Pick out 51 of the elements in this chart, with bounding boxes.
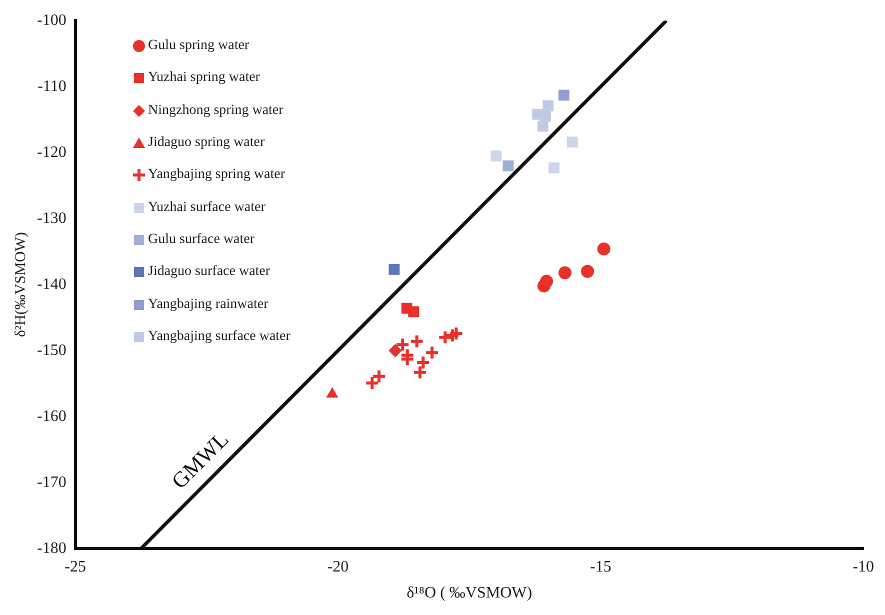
point <box>537 120 548 132</box>
point <box>448 326 464 341</box>
point <box>558 90 570 101</box>
point <box>416 354 431 370</box>
point <box>438 330 453 345</box>
point <box>540 274 554 288</box>
point <box>566 136 578 148</box>
y-tick-label: -130 <box>37 210 66 227</box>
x-axis-title: δ¹⁸O ( ‰VSMOW) <box>406 584 532 602</box>
legend-label: Jidaguo surface water <box>148 264 270 280</box>
legend-label: Yangbajing surface water <box>148 328 290 345</box>
y-tick-label: -160 <box>37 408 66 425</box>
legend-label: Yuzhai spring water <box>148 70 260 86</box>
point <box>597 242 610 256</box>
legend-label: Yangbajing spring water <box>148 167 286 184</box>
point <box>540 110 551 122</box>
point <box>408 306 420 318</box>
legend-label: Ningzhong spring water <box>148 102 284 119</box>
legend-label: Gulu surface water <box>148 232 255 248</box>
y-tick-label: -150 <box>37 342 66 359</box>
point <box>400 352 415 367</box>
point <box>388 264 400 275</box>
point <box>558 266 572 280</box>
y-tick-label: -120 <box>37 144 66 161</box>
y-tick-label: -110 <box>38 78 66 95</box>
point <box>364 375 380 390</box>
point <box>326 388 338 398</box>
y-tick-label: -180 <box>37 540 66 557</box>
point <box>581 264 594 278</box>
x-tick-label: -10 <box>852 558 874 576</box>
point <box>388 344 402 358</box>
point <box>502 160 514 172</box>
y-tick-label: -100 <box>37 12 66 29</box>
point <box>548 162 560 174</box>
y-tick-label: -170 <box>37 474 66 491</box>
y-tick-label: -140 <box>37 276 66 293</box>
legend-label: Jidaguo spring water <box>148 135 265 152</box>
point <box>542 100 554 112</box>
point <box>490 150 502 162</box>
legend-label: Yangbajing rainwater <box>148 296 268 313</box>
x-tick-label: -15 <box>590 558 612 576</box>
point <box>445 328 460 343</box>
legend-label: Yuzhai surface water <box>148 200 266 216</box>
x-tick-label: -20 <box>327 558 349 576</box>
point <box>412 364 428 380</box>
point <box>424 345 440 360</box>
legend-label: Gulu spring water <box>148 38 250 54</box>
y-axis-title: δ²H(‰VSMOW) <box>12 232 29 338</box>
point <box>409 334 424 349</box>
point <box>371 368 386 384</box>
x-tick-label: -25 <box>64 558 86 576</box>
